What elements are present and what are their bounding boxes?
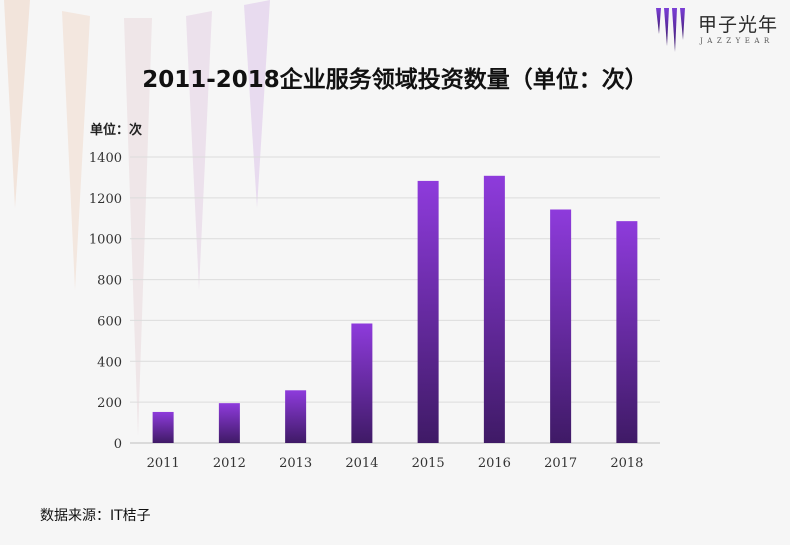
y-tick-label: 800: [97, 274, 122, 289]
x-tick-label: 2013: [279, 456, 312, 471]
x-tick-label: 2015: [412, 456, 445, 471]
bar-2011: [152, 411, 174, 443]
bar-2016: [483, 175, 505, 443]
x-tick-label: 2014: [345, 456, 378, 471]
x-axis-ticks: 2011 2012 2013 2014 2015 2016 2017 2018: [147, 456, 644, 471]
bar-2012: [218, 403, 240, 443]
bar-2017: [550, 209, 572, 443]
bars: [152, 175, 638, 443]
bar-2015: [417, 180, 439, 443]
bar-2014: [351, 323, 373, 443]
data-source: 数据来源：IT桔子: [40, 508, 151, 524]
y-axis-ticks: 0 200 400 600 800 1000 1200 1400: [89, 151, 122, 452]
deco-spike: [62, 11, 90, 290]
x-tick-label: 2016: [478, 456, 511, 471]
y-tick-label: 200: [97, 396, 122, 411]
x-tick-label: 2012: [213, 456, 246, 471]
y-tick-label: 1400: [89, 151, 122, 166]
brand-subtitle: JAZZYEAR: [700, 37, 774, 45]
brand-name: 甲子光年: [698, 14, 779, 36]
y-tick-label: 400: [97, 355, 122, 370]
brand-logo: 甲子光年 JAZZYEAR: [654, 6, 784, 54]
gridlines: [130, 156, 660, 444]
deco-spike: [124, 18, 152, 436]
x-tick-label: 2018: [610, 456, 643, 471]
unit-label: 单位：次: [90, 123, 143, 138]
deco-spike: [244, 0, 270, 208]
chart-title: 2011-2018企业服务领域投资数量（单位：次）: [142, 67, 648, 93]
x-tick-label: 2017: [544, 456, 577, 471]
y-tick-label: 600: [97, 314, 122, 329]
y-tick-label: 1000: [89, 233, 122, 248]
y-tick-label: 0: [114, 437, 122, 452]
bar-2018: [616, 221, 638, 443]
deco-spike: [4, 0, 30, 208]
deco-spike: [186, 11, 212, 290]
x-tick-label: 2011: [147, 456, 180, 471]
y-tick-label: 1200: [89, 192, 122, 207]
bar-2013: [285, 390, 307, 443]
brand-logo-mark-icon: [656, 8, 685, 52]
